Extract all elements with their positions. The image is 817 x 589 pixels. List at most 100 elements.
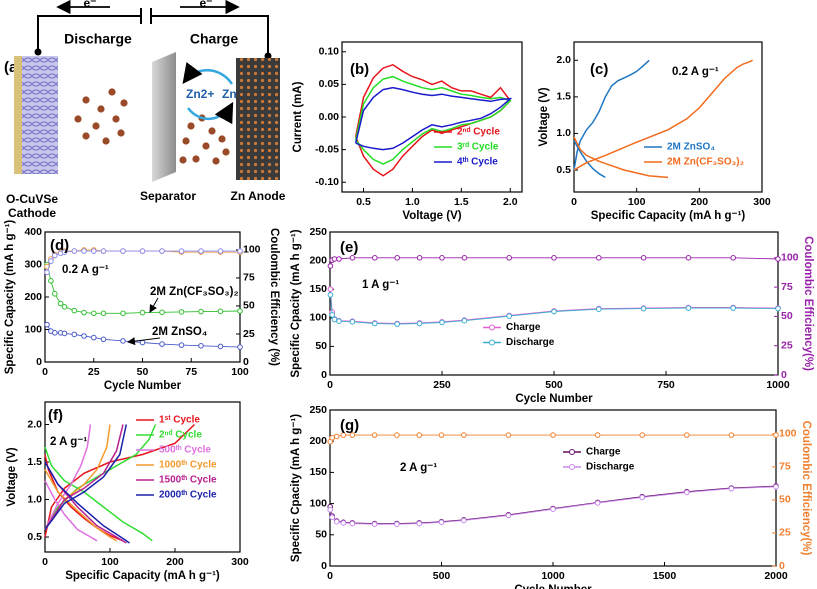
legend-label: 2M Zn(CF₃SO₃)₂	[667, 157, 744, 168]
series-line	[44, 461, 130, 544]
data-point	[684, 489, 690, 496]
legend-label: Discharge	[506, 337, 555, 348]
zn-ion-label: Zn2+	[186, 87, 214, 101]
data-point	[594, 500, 601, 506]
data-point	[505, 512, 512, 519]
x-tick-label: 0	[42, 366, 48, 378]
series-line	[573, 140, 606, 179]
y2-tick-label: 25	[243, 328, 255, 340]
data-point	[506, 254, 513, 261]
x-axis-label: Cycle Number	[104, 380, 182, 392]
anode-label: Zn Anode	[231, 189, 286, 203]
y2-tick-label: 75	[781, 281, 793, 293]
terminal	[264, 52, 272, 60]
y2-tick-label: 100	[779, 428, 797, 440]
x-tick-label: 500	[433, 570, 451, 582]
y-tick-label: 200	[24, 291, 42, 303]
data-point	[439, 319, 445, 326]
y-tick-label: 0.10	[319, 46, 340, 58]
y2-axis-label: Coulombic Efficiency(%)	[800, 421, 812, 556]
data-point	[349, 432, 356, 438]
data-point	[178, 309, 185, 315]
data-point	[728, 432, 735, 438]
x-tick-label: 1.0	[405, 196, 420, 208]
data-point	[52, 252, 58, 259]
data-point	[198, 248, 204, 254]
data-point	[327, 507, 334, 513]
y-tick-label: 1.0	[556, 127, 571, 139]
series-line	[573, 59, 753, 171]
data-point	[120, 310, 126, 317]
data-point	[439, 254, 445, 261]
x-tick-label: 0	[42, 556, 48, 568]
y-tick-label: 250	[309, 404, 327, 416]
annotation-arrow	[149, 297, 159, 313]
data-point	[596, 254, 602, 261]
y-tick-label: 100	[309, 312, 327, 324]
data-point	[775, 305, 781, 312]
data-point	[461, 517, 467, 524]
data-point	[371, 521, 378, 528]
data-point	[61, 304, 68, 310]
y2-tick-label: 50	[243, 300, 255, 312]
data-point	[100, 336, 107, 343]
data-point	[394, 321, 401, 327]
x-tick-label: 1000	[541, 570, 565, 582]
ion	[92, 122, 100, 130]
data-point	[394, 521, 400, 528]
series-line	[44, 469, 117, 542]
y-tick-label: 50	[315, 529, 327, 541]
data-point	[505, 432, 512, 438]
y-axis-label: Voltage (V)	[538, 87, 550, 146]
ion	[82, 96, 90, 104]
data-point	[120, 338, 126, 344]
ion	[202, 142, 210, 150]
y2-tick-label: 25	[781, 339, 793, 351]
data-point	[237, 308, 243, 314]
legend-label: 1ˢᵗ Cycle	[159, 415, 200, 426]
plot-frame	[44, 401, 241, 553]
y-axis-label: Specific Capacity (mA h g⁻¹)	[4, 220, 16, 375]
ion	[74, 115, 82, 123]
data-point	[773, 484, 779, 490]
series-line	[329, 289, 779, 324]
data-point	[159, 309, 165, 316]
data-point	[91, 248, 97, 254]
data-point	[684, 432, 690, 438]
x-tick-label: 2000	[764, 570, 788, 582]
data-point	[730, 305, 737, 311]
plot-frame	[329, 231, 779, 376]
y2-tick-label: 75	[243, 272, 255, 284]
y-tick-label: 0.5	[27, 531, 42, 543]
y-tick-label: 0.5	[556, 164, 571, 176]
x-tick-label: 750	[657, 379, 675, 391]
data-point	[551, 254, 557, 261]
ion	[97, 105, 105, 113]
data-point	[594, 432, 601, 438]
series-line	[46, 250, 240, 273]
data-point	[416, 320, 423, 327]
data-point	[394, 432, 400, 438]
current-collector	[14, 56, 22, 174]
legend-label: 4ᵗʰ Cycle	[457, 157, 498, 168]
ions	[74, 88, 230, 165]
data-point	[438, 432, 445, 438]
data-point	[349, 520, 356, 527]
x-tick-label: 1.5	[454, 196, 469, 208]
x-tick-label: 1500	[653, 570, 677, 582]
panel-label: (e)	[340, 239, 358, 256]
data-point	[81, 333, 87, 339]
legend-label: 2M ZnSO₄	[667, 142, 715, 153]
data-point	[57, 300, 64, 307]
annotation: 2 A g⁻¹	[400, 462, 437, 474]
data-point	[237, 248, 243, 254]
series-line	[573, 59, 650, 171]
y2-tick-label: 0	[243, 356, 249, 368]
y-tick-label: 1.0	[27, 493, 42, 505]
series-line	[44, 424, 92, 530]
y2-tick-label: 0	[779, 560, 785, 572]
ion	[182, 137, 190, 145]
data-point	[394, 254, 401, 261]
legend-marker	[489, 339, 495, 346]
